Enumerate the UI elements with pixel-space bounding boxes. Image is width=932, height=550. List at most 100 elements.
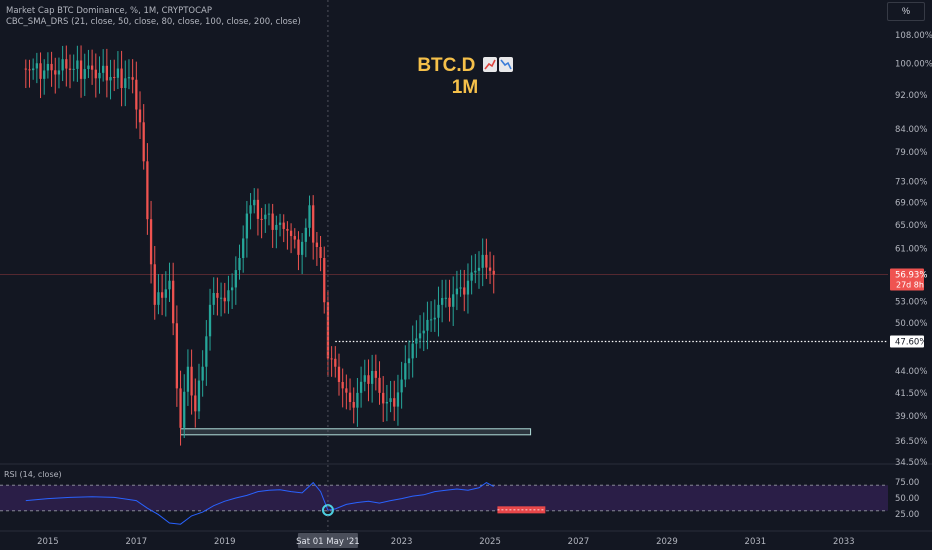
candle[interactable] xyxy=(168,262,171,302)
candle[interactable] xyxy=(341,368,344,408)
candle[interactable] xyxy=(219,282,223,317)
candle[interactable] xyxy=(57,57,61,89)
candle[interactable] xyxy=(389,380,392,413)
candle[interactable] xyxy=(149,200,153,284)
candle[interactable] xyxy=(113,59,116,92)
candle[interactable] xyxy=(197,363,201,419)
candle[interactable] xyxy=(109,59,112,100)
candle[interactable] xyxy=(238,244,241,280)
candle[interactable] xyxy=(94,53,97,98)
price-pane[interactable] xyxy=(0,45,888,446)
candle[interactable] xyxy=(271,203,274,248)
candle[interactable] xyxy=(459,269,462,297)
candle[interactable] xyxy=(160,274,164,316)
candle[interactable] xyxy=(407,340,411,380)
candle[interactable] xyxy=(345,374,348,410)
candle[interactable] xyxy=(68,54,72,89)
candle[interactable] xyxy=(378,361,381,405)
candle[interactable] xyxy=(426,301,429,350)
candle[interactable] xyxy=(319,235,322,272)
candle[interactable] xyxy=(245,200,249,258)
candle[interactable] xyxy=(437,286,440,337)
candle[interactable] xyxy=(363,359,366,392)
candle[interactable] xyxy=(135,61,138,129)
candle[interactable] xyxy=(396,374,400,426)
candle[interactable] xyxy=(175,305,179,407)
candle[interactable] xyxy=(116,51,120,90)
candle[interactable] xyxy=(463,269,466,312)
candle[interactable] xyxy=(172,262,175,336)
candle[interactable] xyxy=(297,231,300,271)
candle[interactable] xyxy=(120,50,123,107)
candle[interactable] xyxy=(76,45,79,82)
candle[interactable] xyxy=(253,188,256,214)
candle[interactable] xyxy=(348,378,352,411)
candle[interactable] xyxy=(400,361,403,409)
candle[interactable] xyxy=(415,320,418,358)
candle[interactable] xyxy=(142,104,145,170)
candle[interactable] xyxy=(83,53,86,96)
candle[interactable] xyxy=(146,143,149,235)
candle[interactable] xyxy=(337,353,341,396)
candle[interactable] xyxy=(205,320,208,386)
candle[interactable] xyxy=(330,346,333,377)
price-scale-unit-button[interactable]: % xyxy=(887,2,925,21)
candle[interactable] xyxy=(300,233,304,275)
candle[interactable] xyxy=(79,45,83,98)
candle[interactable] xyxy=(485,238,488,279)
support-box[interactable] xyxy=(180,428,532,436)
candle[interactable] xyxy=(164,271,167,317)
candle[interactable] xyxy=(72,54,75,82)
rsi-future-box[interactable] xyxy=(497,506,546,514)
candle[interactable] xyxy=(367,359,370,402)
candle[interactable] xyxy=(411,325,414,378)
candle[interactable] xyxy=(54,57,57,94)
candle[interactable] xyxy=(308,195,311,237)
candle[interactable] xyxy=(190,349,193,415)
candle[interactable] xyxy=(286,221,289,250)
candle[interactable] xyxy=(304,218,307,258)
candle[interactable] xyxy=(481,238,484,287)
candle[interactable] xyxy=(385,384,389,422)
candle[interactable] xyxy=(90,49,94,85)
rsi-line[interactable] xyxy=(25,481,494,525)
candle[interactable] xyxy=(102,49,105,82)
candle[interactable] xyxy=(404,345,407,388)
candle[interactable] xyxy=(28,59,31,88)
candle[interactable] xyxy=(256,188,260,236)
candle[interactable] xyxy=(186,349,190,406)
candle[interactable] xyxy=(326,290,330,377)
candle[interactable] xyxy=(43,59,46,95)
candle[interactable] xyxy=(208,288,212,351)
candle[interactable] xyxy=(452,276,455,326)
candle[interactable] xyxy=(429,301,433,332)
candle[interactable] xyxy=(87,49,90,79)
candle[interactable] xyxy=(242,225,245,273)
candle[interactable] xyxy=(359,366,363,408)
candle[interactable] xyxy=(334,346,337,378)
candle[interactable] xyxy=(470,255,473,295)
candle[interactable] xyxy=(393,380,396,421)
candle[interactable] xyxy=(260,207,263,239)
candle[interactable] xyxy=(230,273,234,309)
candle[interactable] xyxy=(216,277,219,316)
candle[interactable] xyxy=(289,223,293,254)
candle[interactable] xyxy=(474,253,477,284)
candle[interactable] xyxy=(267,203,271,226)
candle[interactable] xyxy=(352,387,355,424)
rsi-pane[interactable] xyxy=(0,481,888,525)
candle[interactable] xyxy=(315,231,319,266)
candle[interactable] xyxy=(153,246,156,320)
candle[interactable] xyxy=(356,377,359,427)
candle[interactable] xyxy=(312,195,315,260)
candle[interactable] xyxy=(124,60,127,107)
candle[interactable] xyxy=(223,282,226,314)
candle[interactable] xyxy=(105,48,108,98)
candle[interactable] xyxy=(488,251,492,284)
candle[interactable] xyxy=(371,354,374,403)
candle[interactable] xyxy=(157,274,160,315)
candle[interactable] xyxy=(234,256,237,305)
candle[interactable] xyxy=(374,354,377,391)
candle[interactable] xyxy=(323,246,326,314)
